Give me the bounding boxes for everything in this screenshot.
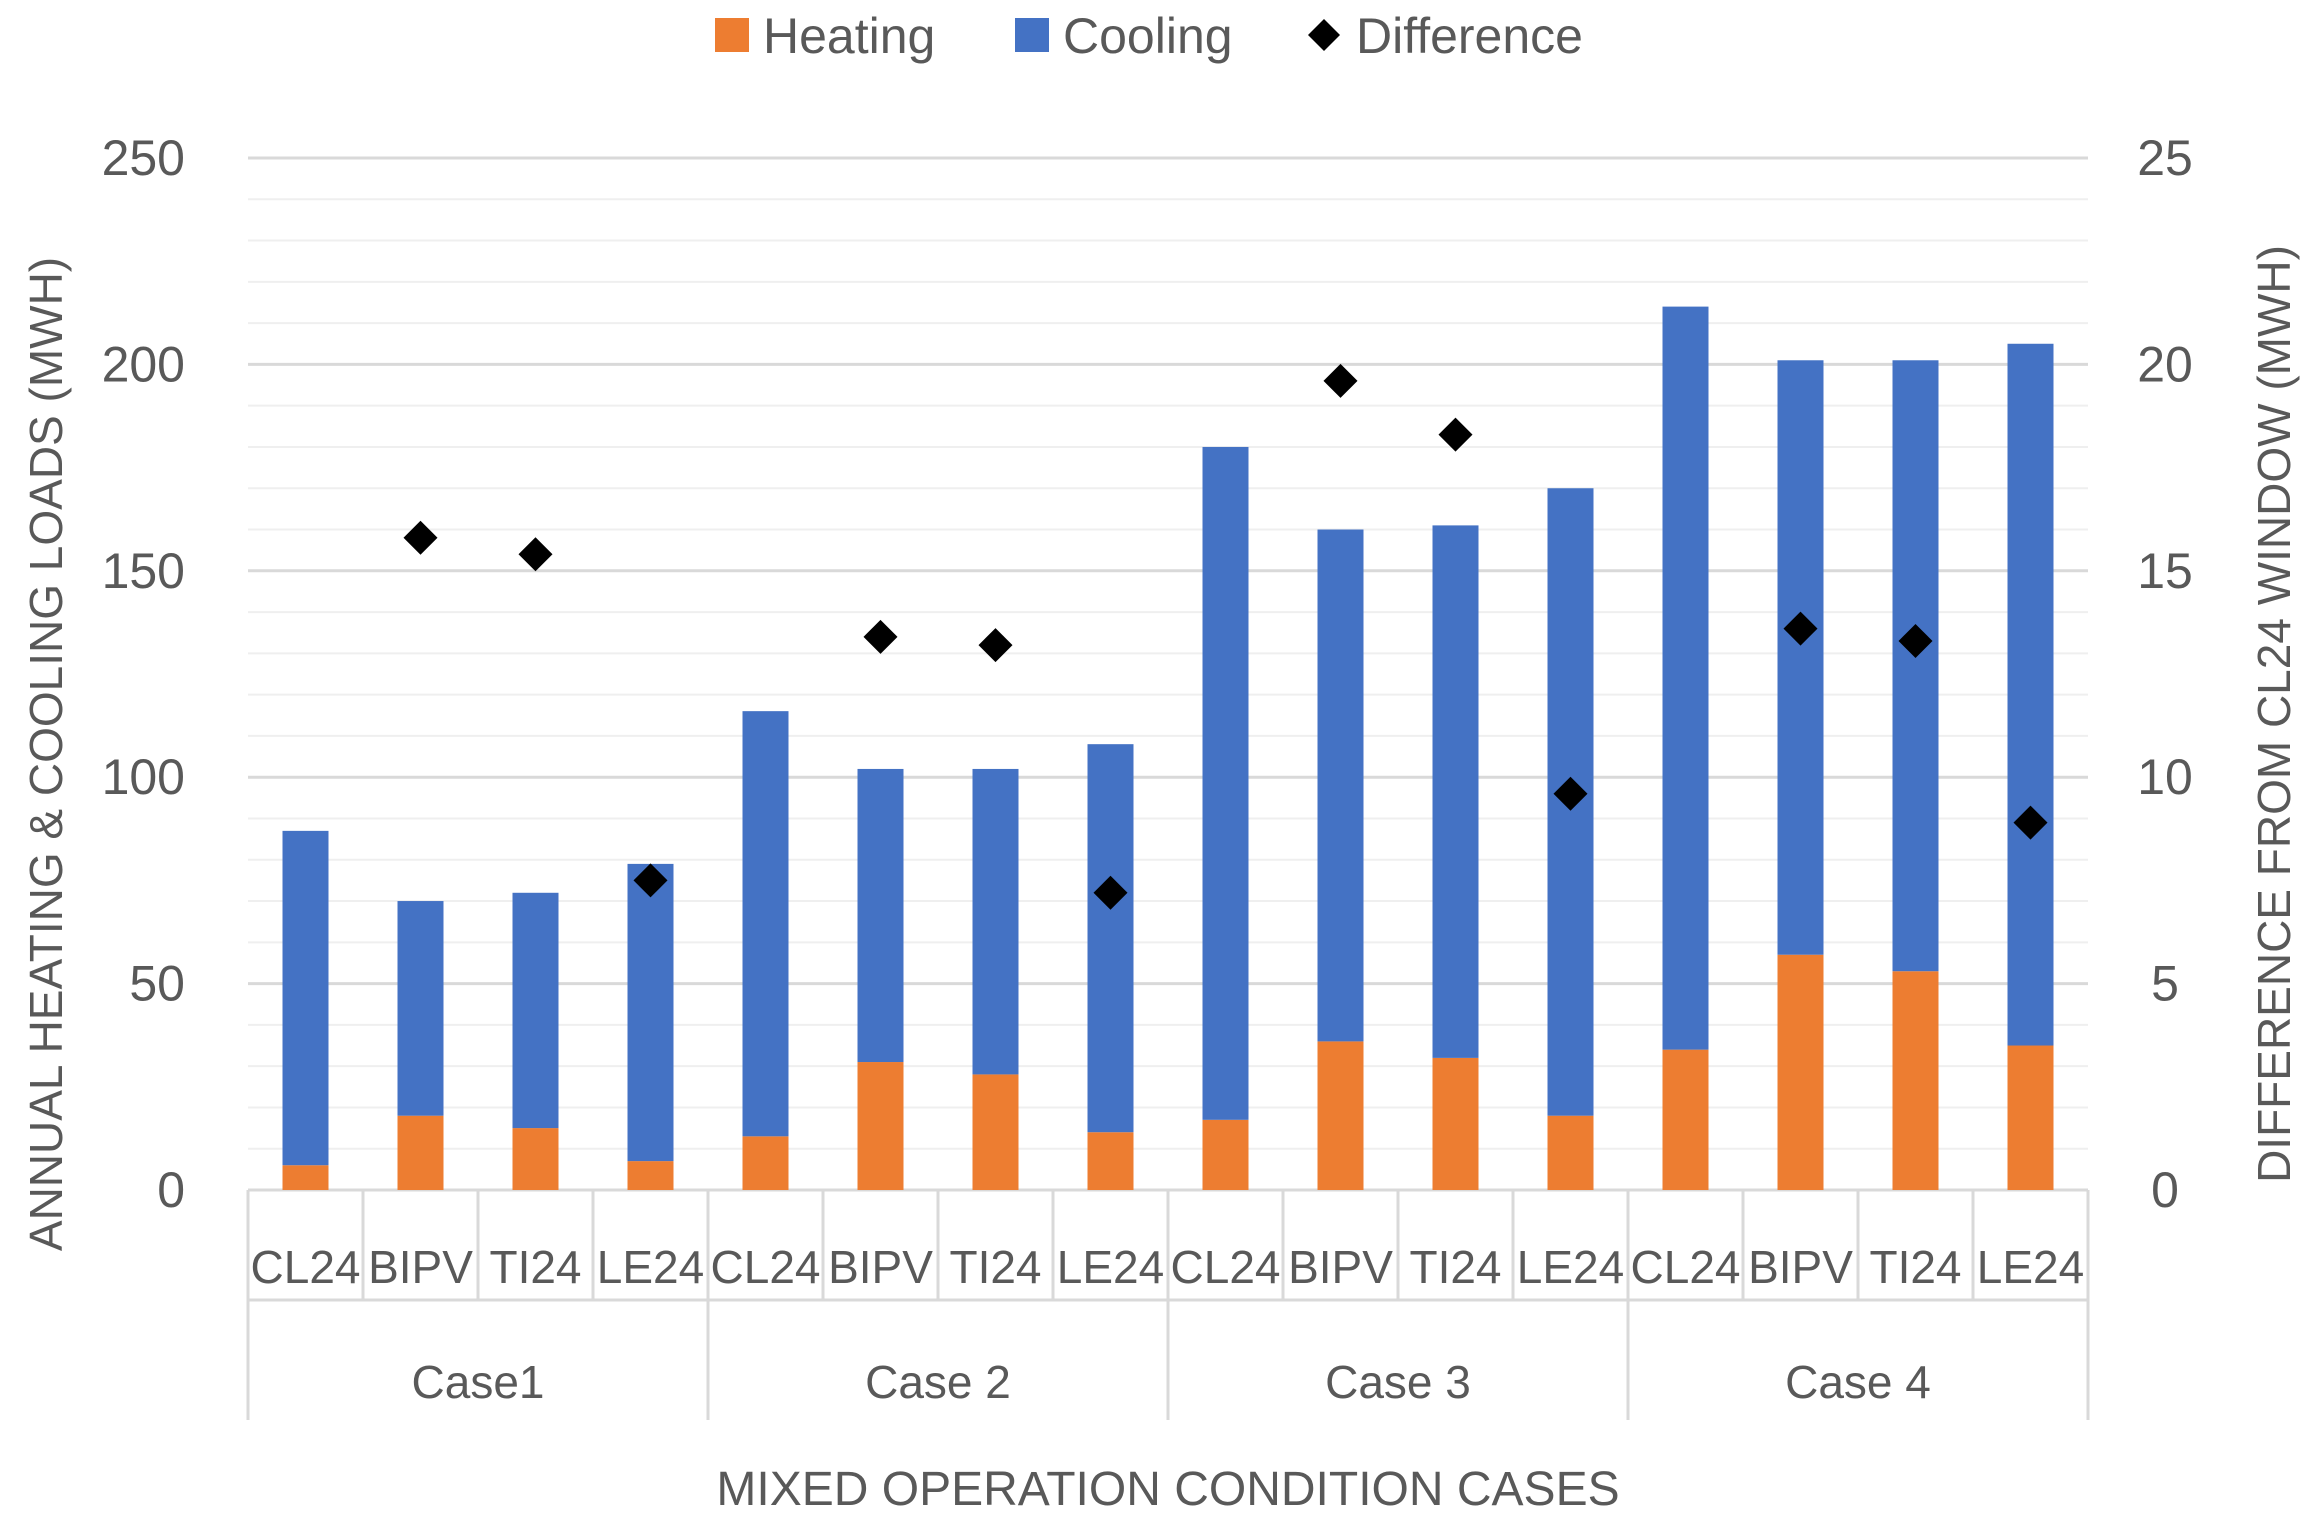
right-tick-label: 20 bbox=[2137, 336, 2193, 392]
category-label: CL24 bbox=[1171, 1241, 1281, 1293]
heating-bar bbox=[627, 1161, 674, 1190]
heating-bar bbox=[1317, 1041, 1364, 1190]
difference-marker bbox=[1898, 623, 1933, 658]
legend-label: Difference bbox=[1356, 8, 1583, 64]
heating-bar bbox=[972, 1074, 1019, 1190]
difference-marker bbox=[1553, 776, 1588, 811]
legend-item: Heating bbox=[715, 8, 935, 64]
group-label: Case 2 bbox=[865, 1356, 1011, 1408]
heating-bar bbox=[397, 1115, 444, 1190]
left-axis-title: ANNUAL HEATING & COOLING LOADS (MWH) bbox=[20, 257, 72, 1251]
category-label: CL24 bbox=[711, 1241, 821, 1293]
category-label: BIPV bbox=[1748, 1241, 1853, 1293]
difference-marker bbox=[1093, 875, 1128, 910]
heating-bar bbox=[1087, 1132, 1134, 1190]
left-tick-label: 100 bbox=[102, 749, 185, 805]
category-label: BIPV bbox=[368, 1241, 473, 1293]
heating-bar bbox=[1777, 954, 1824, 1190]
heating-bar bbox=[1892, 971, 1939, 1190]
cooling-bar bbox=[512, 892, 559, 1129]
cooling-bar bbox=[627, 863, 674, 1162]
right-tick-label: 15 bbox=[2137, 543, 2193, 599]
cooling-bar bbox=[972, 768, 1019, 1075]
left-tick-label: 250 bbox=[102, 130, 185, 186]
legend-swatch bbox=[715, 18, 749, 52]
category-label: LE24 bbox=[1517, 1241, 1624, 1293]
difference-marker bbox=[1783, 611, 1818, 646]
cooling-bar bbox=[1777, 360, 1824, 955]
category-label: LE24 bbox=[1977, 1241, 2084, 1293]
bars bbox=[282, 306, 2054, 1190]
heating-bar bbox=[1202, 1119, 1249, 1190]
difference-marker bbox=[518, 537, 553, 572]
difference-markers bbox=[403, 363, 2048, 910]
cooling-bar bbox=[1892, 360, 1939, 972]
cooling-bar bbox=[1432, 525, 1479, 1058]
cooling-bar bbox=[857, 768, 904, 1063]
category-label: TI24 bbox=[949, 1241, 1041, 1293]
difference-marker bbox=[863, 619, 898, 654]
right-tick-label: 5 bbox=[2151, 956, 2179, 1012]
heating-bar bbox=[1432, 1057, 1479, 1190]
legend-swatch bbox=[1308, 19, 1340, 51]
heating-bar bbox=[2007, 1045, 2054, 1190]
left-tick-label: 150 bbox=[102, 543, 185, 599]
group-label: Case 3 bbox=[1325, 1356, 1471, 1408]
legend-item: Cooling bbox=[1015, 8, 1233, 64]
difference-marker bbox=[1323, 363, 1358, 398]
difference-marker bbox=[1438, 417, 1473, 452]
axis-labels: MIXED OPERATION CONDITION CASES ANNUAL HE… bbox=[20, 245, 2300, 1516]
heating-bar bbox=[1547, 1115, 1594, 1190]
legend: Heating Cooling Difference bbox=[715, 8, 1583, 64]
difference-marker bbox=[403, 520, 438, 555]
heating-bar bbox=[512, 1128, 559, 1190]
cooling-bar bbox=[1662, 306, 1709, 1050]
left-tick-label: 50 bbox=[129, 956, 185, 1012]
category-label: TI24 bbox=[1409, 1241, 1501, 1293]
legend-swatch bbox=[1015, 18, 1049, 52]
cooling-bar bbox=[2007, 343, 2054, 1046]
difference-marker bbox=[2013, 805, 2048, 840]
category-label: LE24 bbox=[597, 1241, 704, 1293]
difference-marker bbox=[978, 628, 1013, 663]
category-label: CL24 bbox=[251, 1241, 361, 1293]
group-label: Case 4 bbox=[1785, 1356, 1931, 1408]
right-tick-label: 10 bbox=[2137, 749, 2193, 805]
heating-bar bbox=[857, 1062, 904, 1190]
x-axis-title: MIXED OPERATION CONDITION CASES bbox=[716, 1463, 1619, 1516]
legend-item: Difference bbox=[1308, 8, 1583, 64]
category-label: CL24 bbox=[1631, 1241, 1741, 1293]
cooling-bar bbox=[282, 830, 329, 1166]
legend-label: Cooling bbox=[1063, 8, 1233, 64]
category-label: BIPV bbox=[1288, 1241, 1393, 1293]
right-tick-label: 0 bbox=[2151, 1162, 2179, 1218]
category-label: TI24 bbox=[1869, 1241, 1961, 1293]
cooling-bar bbox=[1087, 744, 1134, 1133]
right-axis-title: DIFFERENCE FROM CL24 WINDOW (MWH) bbox=[2248, 245, 2300, 1183]
left-tick-label: 0 bbox=[157, 1162, 185, 1218]
cooling-bar bbox=[397, 901, 444, 1116]
left-tick-label: 200 bbox=[102, 336, 185, 392]
heating-bar bbox=[1662, 1049, 1709, 1190]
cooling-bar bbox=[742, 711, 789, 1137]
group-label: Case1 bbox=[412, 1356, 545, 1408]
category-label: BIPV bbox=[828, 1241, 933, 1293]
cooling-bar bbox=[1202, 446, 1249, 1120]
cooling-bar bbox=[1317, 529, 1364, 1042]
legend-label: Heating bbox=[763, 8, 935, 64]
right-tick-label: 25 bbox=[2137, 130, 2193, 186]
difference-marker bbox=[633, 863, 668, 898]
category-label: LE24 bbox=[1057, 1241, 1164, 1293]
category-label: TI24 bbox=[489, 1241, 581, 1293]
heating-bar bbox=[282, 1165, 329, 1190]
heating-bar bbox=[742, 1136, 789, 1190]
